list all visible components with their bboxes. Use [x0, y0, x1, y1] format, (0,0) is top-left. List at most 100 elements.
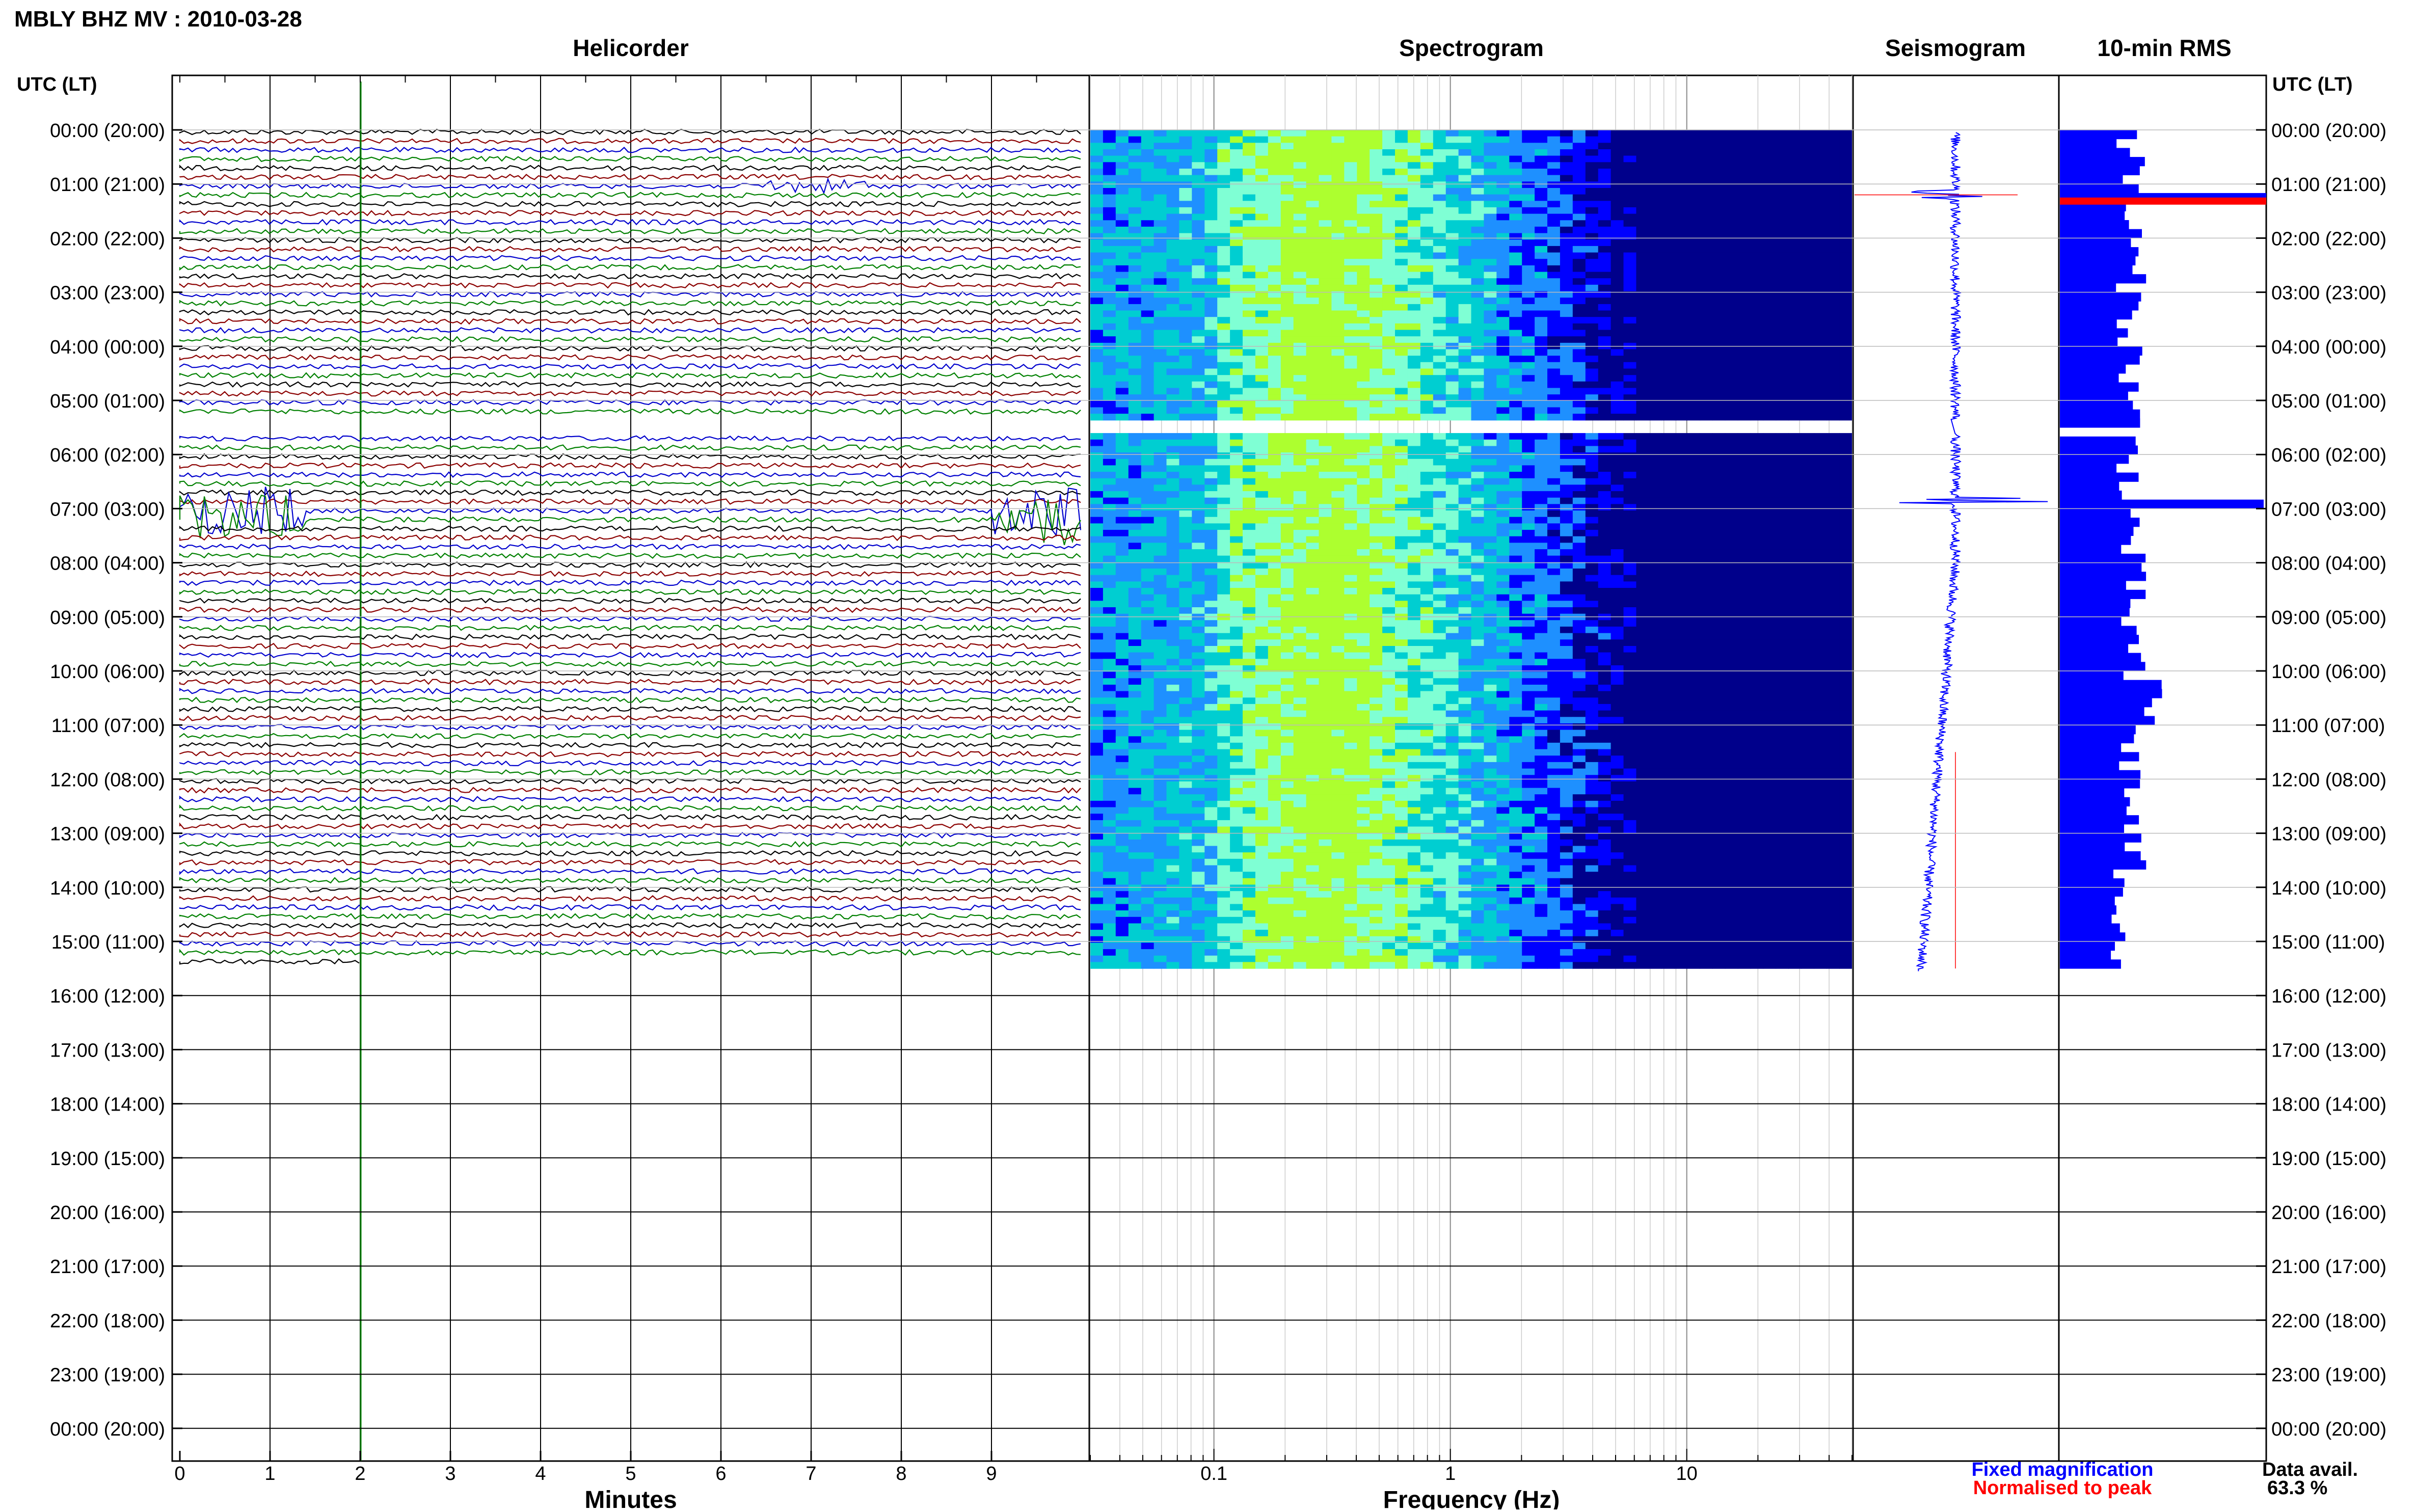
spectrogram-cell	[1281, 569, 1294, 575]
spectrogram-cell	[1129, 207, 1142, 214]
spectrogram-cell	[1090, 498, 1104, 504]
spectrogram-cell	[1192, 517, 1205, 524]
spectrogram-cell	[1154, 188, 1167, 195]
spectrogram-cell	[1712, 375, 1726, 382]
spectrogram-cell	[1636, 562, 1649, 569]
spectrogram-cell	[1344, 201, 1357, 207]
spectrogram-cell	[1751, 484, 1764, 491]
spectrogram-cell	[1636, 595, 1649, 601]
spectrogram-cell	[1649, 530, 1662, 536]
spectrogram-cell	[1661, 601, 1675, 607]
spectrogram-cell	[1331, 382, 1345, 388]
spectrogram-cell	[1395, 633, 1408, 640]
spectrogram-cell	[1611, 317, 1624, 323]
spectrogram-cell	[1509, 201, 1522, 207]
spectrogram-cell	[1661, 323, 1675, 330]
spectrogram-cell	[1255, 382, 1269, 388]
spectrogram-cell	[1598, 207, 1612, 214]
spectrogram-cell	[1344, 214, 1357, 221]
spectrogram-cell	[1167, 220, 1180, 227]
spectrogram-cell	[1535, 349, 1548, 356]
spectrogram-cell	[1839, 143, 1853, 149]
spectrogram-cell	[1408, 601, 1421, 607]
spectrogram-cell	[1230, 581, 1243, 588]
spectrogram-cell	[1319, 388, 1332, 395]
spectrogram-cell	[1420, 639, 1434, 646]
spectrogram-cell	[1839, 233, 1853, 240]
spectrogram-cell	[1788, 388, 1802, 395]
spectrogram-cell	[1154, 227, 1167, 233]
spectrogram-cell	[1167, 639, 1180, 646]
spectrogram-cell	[1687, 233, 1700, 240]
spectrogram-cell	[1319, 588, 1332, 595]
spectrogram-cell	[1484, 672, 1497, 679]
spectrogram-cell	[1306, 188, 1320, 195]
spectrogram-cell	[1649, 285, 1662, 291]
spectrogram-cell	[1319, 323, 1332, 330]
spectrogram-cell	[1294, 510, 1307, 517]
spectrogram-cell	[1243, 523, 1256, 530]
spectrogram-cell	[1636, 330, 1649, 337]
spectrogram-cell	[1624, 149, 1637, 156]
spectrogram-cell	[1827, 382, 1840, 388]
spectrogram-cell	[1116, 588, 1129, 595]
spectrogram-cell	[1268, 143, 1281, 149]
spectrogram-cell	[1268, 207, 1281, 214]
spectrogram-cell	[1776, 143, 1789, 149]
spectrogram-cell	[1814, 659, 1827, 665]
spectrogram-cell	[1395, 259, 1408, 265]
spectrogram-cell	[1509, 362, 1522, 369]
spectrogram-cell	[1243, 214, 1256, 221]
spectrogram-cell	[1712, 169, 1726, 175]
spectrogram-cell	[1433, 672, 1446, 679]
spectrogram-cell	[1725, 143, 1738, 149]
spectrogram-cell	[1382, 556, 1396, 562]
spectrogram-cell	[1141, 491, 1155, 498]
spectrogram-cell	[1674, 195, 1687, 201]
spectrogram-cell	[1116, 233, 1129, 240]
spectrogram-cell	[1560, 517, 1573, 524]
spectrogram-cell	[1471, 362, 1485, 369]
spectrogram-cell	[1611, 607, 1624, 614]
spectrogram-cell	[1319, 401, 1332, 408]
spectrogram-cell	[1471, 408, 1485, 414]
spectrogram-cell	[1535, 149, 1548, 156]
spectrogram-cell	[1420, 143, 1434, 149]
spectrogram-cell	[1801, 156, 1814, 163]
spectrogram-cell	[1776, 549, 1789, 556]
spectrogram-cell	[1433, 459, 1446, 466]
spectrogram-cell	[1535, 549, 1548, 556]
spectrogram-cell	[1649, 195, 1662, 201]
spectrogram-cell	[1268, 304, 1281, 311]
spectrogram-cell	[1446, 278, 1459, 285]
spectrogram-cell	[1687, 440, 1700, 446]
spectrogram-cell	[1154, 388, 1167, 395]
spectrogram-cell	[1649, 633, 1662, 640]
spectrogram-cell	[1763, 369, 1777, 375]
spectrogram-cell	[1230, 446, 1243, 453]
spectrogram-cell	[1586, 382, 1599, 388]
spectrogram-cell	[1636, 272, 1649, 279]
spectrogram-cell	[1611, 440, 1624, 446]
spectrogram-cell	[1801, 137, 1814, 143]
spectrogram-cell	[1598, 601, 1612, 607]
spectrogram-cell	[1446, 543, 1459, 549]
spectrogram-cell	[1611, 659, 1624, 665]
spectrogram-cell	[1395, 414, 1408, 420]
spectrogram-cell	[1103, 285, 1116, 291]
spectrogram-cell	[1141, 304, 1155, 311]
spectrogram-cell	[1446, 530, 1459, 536]
spectrogram-cell	[1459, 595, 1472, 601]
spectrogram-cell	[1331, 433, 1345, 440]
spectrogram-cell	[1661, 588, 1675, 595]
spectrogram-cell	[1725, 536, 1738, 543]
spectrogram-cell	[1243, 143, 1256, 149]
spectrogram-cell	[1661, 452, 1675, 459]
spectrogram-cell	[1217, 543, 1230, 549]
spectrogram-cell	[1674, 330, 1687, 337]
spectrogram-cell	[1357, 349, 1370, 356]
spectrogram-cell	[1446, 188, 1459, 195]
spectrogram-cell	[1636, 382, 1649, 388]
spectrogram-cell	[1344, 562, 1357, 569]
spectrogram-cell	[1090, 581, 1104, 588]
